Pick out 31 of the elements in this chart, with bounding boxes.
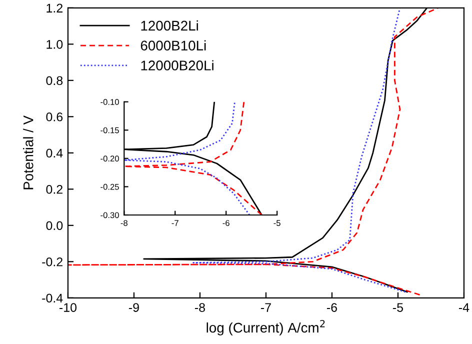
y-tick-label: -0.2 <box>42 257 62 266</box>
line-series <box>68 8 439 296</box>
y-tick-label: -0.30 <box>100 212 119 218</box>
y-axis-title: Potential / V <box>23 116 34 190</box>
x-tick-label: -8 <box>194 303 205 312</box>
x-tick-label: -7 <box>260 303 271 312</box>
y-tick-label: -0.25 <box>100 184 119 190</box>
y-tick-label: 1.2 <box>46 4 62 12</box>
x-tick-label: -5 <box>274 220 280 226</box>
y-tick-label: 0.2 <box>46 184 62 194</box>
x-tick-label: -9 <box>128 303 139 312</box>
y-tick-label: 0.0 <box>46 221 63 230</box>
y-tick-label: 1.0 <box>46 40 63 49</box>
y-tick-label: 0.8 <box>46 76 63 86</box>
legend-label: 1200B2Li <box>141 20 198 31</box>
y-tick-label: 0.6 <box>46 112 63 122</box>
legend-label: 6000B10Li <box>140 40 206 51</box>
y-tick-label: -0.10 <box>100 99 119 105</box>
y-tick-label: 0.4 <box>46 148 63 158</box>
y-tick-label: -0.20 <box>100 156 119 162</box>
legend-label: 12000B20Li <box>141 60 214 70</box>
x-tick-label: -4 <box>458 303 470 312</box>
y-tick-label: -0.4 <box>42 294 63 303</box>
x-tick-label: -5 <box>392 303 404 312</box>
x-tick-label: -7 <box>172 220 178 226</box>
x-tick-label: -8 <box>120 220 128 226</box>
x-tick-label: -6 <box>222 220 230 226</box>
y-tick-label: -0.15 <box>100 127 119 134</box>
x-tick-label: -6 <box>326 303 337 312</box>
x-axis-title: log (Current) A/cm$^{2}$ <box>206 320 325 336</box>
x-tick-label: -10 <box>59 303 77 312</box>
